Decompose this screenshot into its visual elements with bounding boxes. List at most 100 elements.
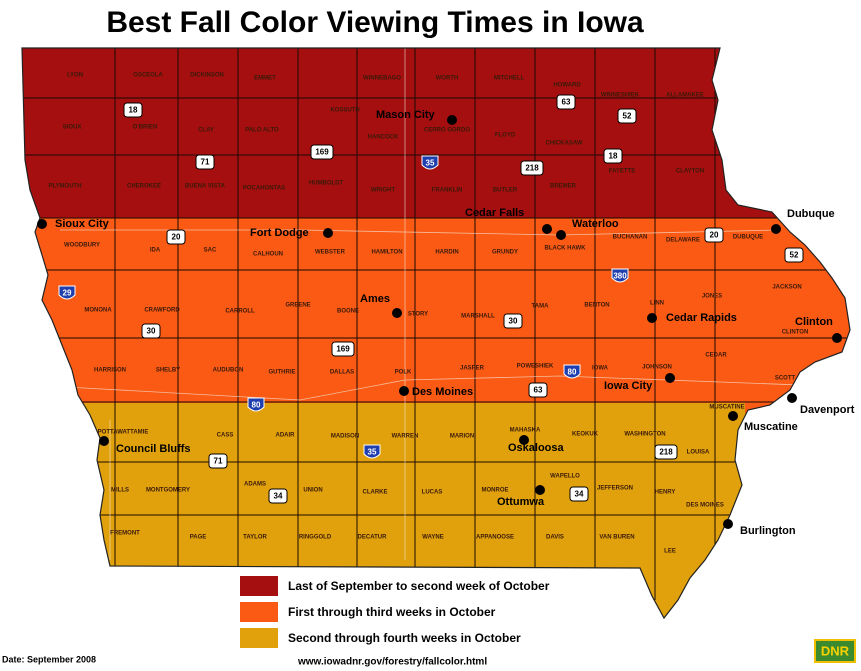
county-label: CHICKASAW xyxy=(546,141,583,147)
county-label: CLINTON xyxy=(782,330,809,336)
county-label: FAYETTE xyxy=(609,169,635,175)
city-dot xyxy=(535,485,545,495)
city-dot xyxy=(399,386,409,396)
county-label: LOUISA xyxy=(687,450,710,456)
us-highway-shield xyxy=(208,453,228,469)
county-label: DECATUR xyxy=(358,535,388,541)
highway-label: 52 xyxy=(790,251,799,260)
county-label: BUCHANAN xyxy=(613,235,648,241)
us-highway-shield xyxy=(310,144,334,160)
city-dot xyxy=(447,115,457,125)
county-label: HANCOCK xyxy=(368,135,399,141)
county-label: CLAYTON xyxy=(676,169,704,175)
county-label: SCOTT xyxy=(775,376,796,382)
county-label: GREENE xyxy=(285,303,310,309)
county-label: CERRO GORDO xyxy=(424,128,470,134)
county-label: HUMBOLDT xyxy=(309,181,344,187)
county-label: DUBUQUE xyxy=(733,235,763,241)
county-label: MUSCATINE xyxy=(709,405,744,411)
highway-label: 20 xyxy=(172,233,181,242)
city-label: Davenport xyxy=(800,404,855,416)
color-zone xyxy=(22,48,850,218)
city-label: Muscatine xyxy=(744,421,798,433)
county-label: MONROE xyxy=(482,488,509,494)
highway-label: 34 xyxy=(274,492,283,501)
county-label: VAN BUREN xyxy=(599,535,634,541)
city-dot xyxy=(832,333,842,343)
city-dot xyxy=(728,411,738,421)
highway-label: 380 xyxy=(613,272,627,281)
city-dot xyxy=(542,224,552,234)
us-highway-shield xyxy=(603,148,623,164)
county-label: DELAWARE xyxy=(666,238,700,244)
county-label: MARION xyxy=(450,434,474,440)
county-label: WAYNE xyxy=(422,535,443,541)
city-dot xyxy=(556,230,566,240)
county-label: POTTAWATTAMIE xyxy=(98,430,149,436)
county-label: IOWA xyxy=(592,366,609,372)
county-label: HARRISON xyxy=(94,368,126,374)
county-label: HOWARD xyxy=(553,83,581,89)
city-label: Ottumwa xyxy=(497,496,545,508)
city-label: Cedar Falls xyxy=(465,207,524,219)
county-label: O'BRIEN xyxy=(133,125,158,131)
us-highway-shield xyxy=(503,313,523,329)
county-label: TAYLOR xyxy=(243,535,267,541)
county-label: LYON xyxy=(67,73,83,79)
map-title: Best Fall Color Viewing Times in Iowa xyxy=(106,6,644,39)
county-label: ADAIR xyxy=(276,433,296,439)
county-label: IDA xyxy=(150,248,161,254)
us-highway-shield xyxy=(704,227,724,243)
legend-swatch xyxy=(240,628,278,648)
county-label: MAHASKA xyxy=(510,428,541,434)
us-highway-shield xyxy=(195,154,215,170)
county-label: KEOKUK xyxy=(572,432,599,438)
highway-label: 30 xyxy=(147,327,156,336)
county-label: DAVIS xyxy=(546,535,564,541)
city-label: Clinton xyxy=(795,316,833,328)
legend-swatch xyxy=(240,602,278,622)
us-highway-shield xyxy=(784,247,804,263)
city-dot xyxy=(723,519,733,529)
highway-label: 52 xyxy=(623,112,632,121)
interstate-shield xyxy=(421,155,439,170)
county-label: GRUNDY xyxy=(492,250,518,256)
county-label: HENRY xyxy=(655,490,676,496)
county-label: POLK xyxy=(395,370,412,376)
highway-label: 218 xyxy=(525,164,539,173)
highway-label: 35 xyxy=(368,448,377,457)
county-label: ALLAMAKEE xyxy=(666,93,704,99)
county-label: BUTLER xyxy=(493,188,518,194)
county-label: JEFFERSON xyxy=(597,486,633,492)
county-label: PLYMOUTH xyxy=(48,184,81,190)
city-label: Sioux City xyxy=(55,218,110,230)
highway-label: 63 xyxy=(562,98,571,107)
us-highway-shield xyxy=(654,444,678,460)
highway-label: 80 xyxy=(252,401,261,410)
us-highway-shield xyxy=(331,341,355,357)
highway-label: 35 xyxy=(426,159,435,168)
county-label: LUCAS xyxy=(422,490,443,496)
highway-label: 63 xyxy=(534,386,543,395)
legend-label: First through third weeks in October xyxy=(288,605,496,619)
labels: LYON OSCEOLA DICKINSON EMMET WINNEBAGO WORTH M… xyxy=(37,73,855,555)
legend-label: Second through fourth weeks in October xyxy=(288,631,521,645)
county-label: JOHNSON xyxy=(642,365,672,371)
county-label: GUTHRIE xyxy=(269,370,296,376)
logo: DNR xyxy=(821,643,850,658)
county-label: CHEROKEE xyxy=(127,184,161,190)
legend-label: Last of September to second week of Octo… xyxy=(288,579,550,593)
county-label: CALHOUN xyxy=(253,252,283,258)
interstate-shield xyxy=(58,285,76,300)
state-fill xyxy=(22,48,850,618)
county-label: BREMER xyxy=(550,184,577,190)
county-label: ADAMS xyxy=(244,482,266,488)
us-highway-shield xyxy=(268,488,288,504)
city-label: Iowa City xyxy=(604,380,653,392)
county-label: DALLAS xyxy=(330,370,354,376)
city-dot xyxy=(392,308,402,318)
state-outline xyxy=(21,47,851,620)
county-label: AUDUBON xyxy=(213,368,244,374)
county-label: PAGE xyxy=(190,535,207,541)
